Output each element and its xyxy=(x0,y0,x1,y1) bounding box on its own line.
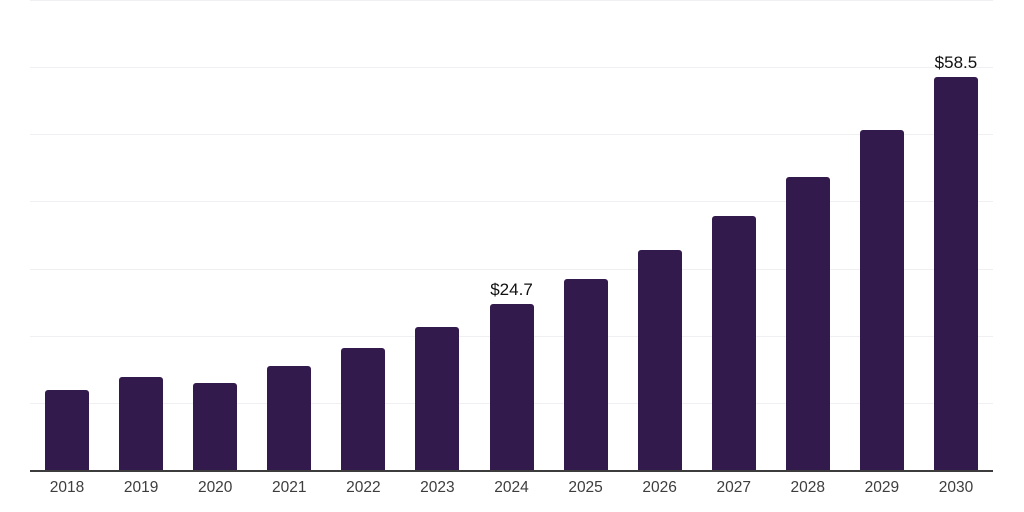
x-axis-tick-labels: 2018 2019 2020 2021 2022 2023 2024 2025 2026 2027… xyxy=(30,479,993,503)
bar-2019 xyxy=(119,376,164,470)
plot-area: $24.7 $58.5 xyxy=(30,0,993,472)
gridline xyxy=(30,201,993,203)
x-tick-label-2019: 2019 xyxy=(123,479,159,496)
bar-2025 xyxy=(563,279,608,470)
x-tick-label-2020: 2020 xyxy=(197,479,233,496)
x-tick-label-2028: 2028 xyxy=(790,479,826,496)
data-label-2024: $24.7 xyxy=(490,280,533,300)
x-tick-label-2025: 2025 xyxy=(568,479,603,496)
data-label-2030: $58.5 xyxy=(934,53,978,73)
x-tick-label-2021: 2021 xyxy=(272,479,307,496)
x-tick-label-2027: 2027 xyxy=(716,479,751,496)
gridline xyxy=(30,134,993,136)
x-tick-label-2030: 2030 xyxy=(938,479,974,496)
x-tick-label-2022: 2022 xyxy=(346,479,381,496)
bar-2023 xyxy=(415,327,460,470)
x-tick-label-2023: 2023 xyxy=(420,479,455,496)
x-tick-label-2026: 2026 xyxy=(642,479,677,496)
bar-2028 xyxy=(785,176,830,470)
bar-2018 xyxy=(45,390,90,470)
bar-2029 xyxy=(859,129,904,470)
gridline xyxy=(30,268,993,270)
gridline xyxy=(30,67,993,69)
bar-2026 xyxy=(637,250,682,470)
gridline xyxy=(30,0,993,1)
bar-2030 xyxy=(933,77,978,470)
bar-2027 xyxy=(711,215,756,470)
x-axis-line xyxy=(30,470,993,472)
x-tick-label-2024: 2024 xyxy=(494,479,529,496)
bar-2020 xyxy=(193,383,238,470)
x-tick-label-2029: 2029 xyxy=(864,479,900,496)
bar-2022 xyxy=(341,347,386,470)
bar-2021 xyxy=(267,365,312,470)
bar-2024 xyxy=(489,304,534,470)
x-tick-label-2018: 2018 xyxy=(49,479,85,496)
